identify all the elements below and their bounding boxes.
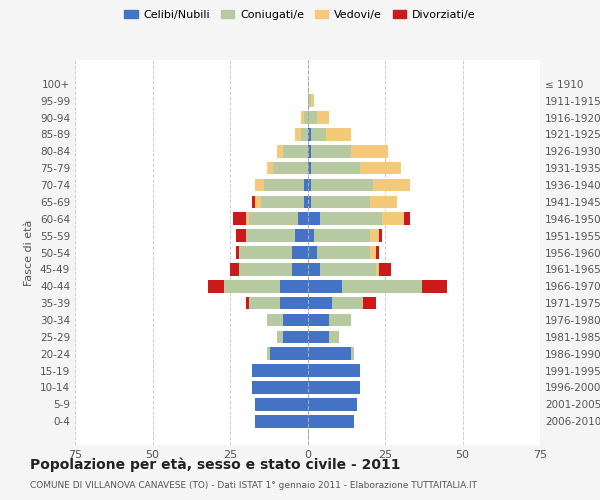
Bar <box>317 246 370 259</box>
Bar <box>379 230 382 242</box>
Bar <box>208 280 224 292</box>
Bar <box>283 314 308 326</box>
Bar <box>308 314 329 326</box>
Bar <box>311 178 373 192</box>
Bar <box>255 398 308 410</box>
Bar <box>292 263 308 276</box>
Bar <box>308 381 360 394</box>
Bar <box>233 212 245 225</box>
Bar <box>277 330 283 343</box>
Bar <box>364 297 376 310</box>
Bar <box>308 415 354 428</box>
Bar <box>295 128 301 141</box>
Bar <box>308 128 311 141</box>
Bar <box>351 145 388 158</box>
Bar <box>236 246 239 259</box>
Bar <box>422 280 447 292</box>
Bar <box>311 145 351 158</box>
Bar <box>308 230 314 242</box>
Bar <box>298 212 308 225</box>
Bar <box>230 263 239 276</box>
Bar <box>308 348 351 360</box>
Bar <box>308 145 311 158</box>
Bar <box>308 94 311 107</box>
Bar <box>267 162 274 174</box>
Bar <box>308 212 320 225</box>
Bar <box>245 230 295 242</box>
Bar <box>224 280 280 292</box>
Bar <box>261 196 304 208</box>
Bar <box>308 246 317 259</box>
Bar <box>308 263 320 276</box>
Bar <box>255 415 308 428</box>
Bar <box>311 128 326 141</box>
Bar <box>308 364 360 377</box>
Bar <box>252 381 308 394</box>
Bar <box>239 263 292 276</box>
Bar <box>308 297 332 310</box>
Text: Popolazione per età, sesso e stato civile - 2011: Popolazione per età, sesso e stato civil… <box>30 458 401 472</box>
Bar <box>329 314 351 326</box>
Bar <box>351 348 354 360</box>
Bar <box>373 178 410 192</box>
Bar <box>274 162 308 174</box>
Bar <box>245 297 248 310</box>
Bar <box>308 280 341 292</box>
Bar <box>304 196 308 208</box>
Bar <box>376 246 379 259</box>
Bar <box>245 212 248 225</box>
Bar <box>264 178 304 192</box>
Bar <box>329 330 338 343</box>
Bar <box>311 196 370 208</box>
Bar <box>304 178 308 192</box>
Bar <box>292 246 308 259</box>
Bar <box>301 128 308 141</box>
Bar <box>295 230 308 242</box>
Bar <box>326 128 351 141</box>
Bar <box>277 145 283 158</box>
Bar <box>404 212 410 225</box>
Bar <box>320 212 382 225</box>
Bar <box>267 348 271 360</box>
Bar <box>252 196 255 208</box>
Bar <box>332 297 364 310</box>
Bar <box>267 314 283 326</box>
Bar <box>252 364 308 377</box>
Bar <box>341 280 422 292</box>
Bar <box>311 94 314 107</box>
Bar <box>308 178 311 192</box>
Bar <box>248 212 298 225</box>
Bar <box>314 230 370 242</box>
Bar <box>280 280 308 292</box>
Bar <box>320 263 376 276</box>
Bar <box>239 246 292 259</box>
Bar <box>283 330 308 343</box>
Bar <box>255 196 261 208</box>
Bar <box>301 111 304 124</box>
Bar <box>255 178 264 192</box>
Bar <box>308 196 311 208</box>
Bar <box>311 162 360 174</box>
Legend: Celibi/Nubili, Coniugati/e, Vedovi/e, Divorziati/e: Celibi/Nubili, Coniugati/e, Vedovi/e, Di… <box>120 6 480 25</box>
Bar <box>376 263 379 276</box>
Bar <box>379 263 391 276</box>
Bar <box>308 162 311 174</box>
Bar <box>308 398 357 410</box>
Bar <box>283 145 308 158</box>
Bar <box>317 111 329 124</box>
Bar <box>304 111 308 124</box>
Bar <box>370 230 379 242</box>
Bar <box>308 111 317 124</box>
Bar <box>308 330 329 343</box>
Bar <box>382 212 404 225</box>
Bar <box>370 196 397 208</box>
Bar <box>360 162 401 174</box>
Bar <box>271 348 308 360</box>
Bar <box>370 246 376 259</box>
Text: COMUNE DI VILLANOVA CANAVESE (TO) - Dati ISTAT 1° gennaio 2011 - Elaborazione TU: COMUNE DI VILLANOVA CANAVESE (TO) - Dati… <box>30 481 477 490</box>
Y-axis label: Fasce di età: Fasce di età <box>25 220 34 286</box>
Bar <box>280 297 308 310</box>
Bar <box>236 230 245 242</box>
Bar <box>248 297 280 310</box>
